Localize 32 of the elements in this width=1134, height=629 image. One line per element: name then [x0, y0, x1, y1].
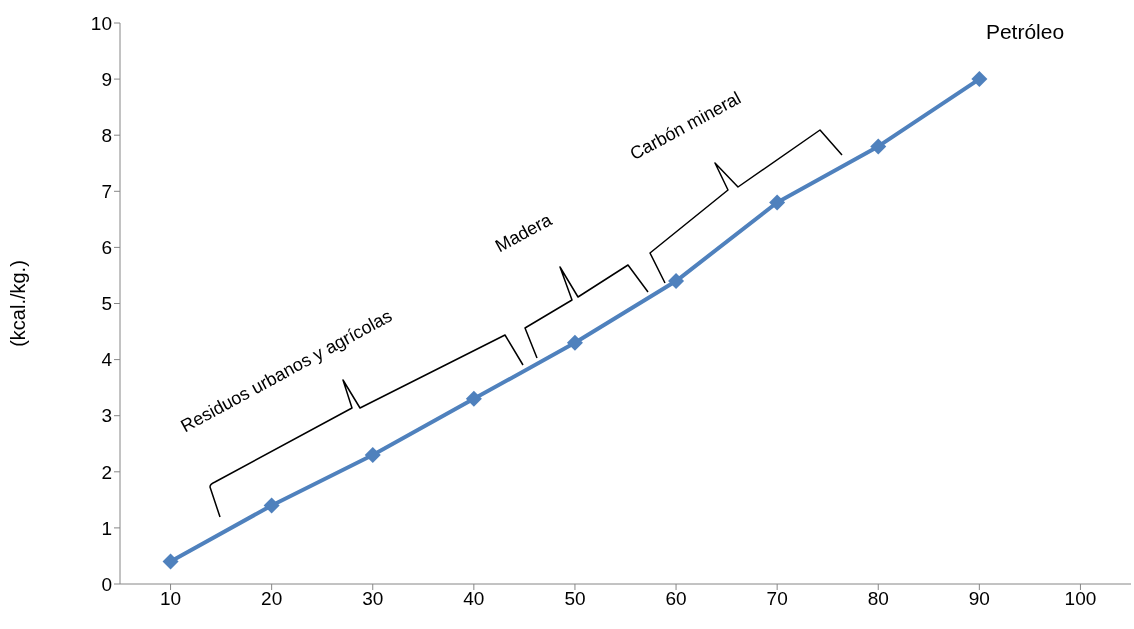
y-tick-label: 7 — [101, 181, 112, 203]
y-tick-label: 4 — [101, 349, 113, 371]
point — [971, 71, 988, 88]
point — [364, 446, 381, 463]
x-tick-label: 60 — [665, 588, 687, 610]
x-tick-label: 10 — [159, 588, 182, 610]
y-tick-label: 5 — [101, 293, 112, 315]
y-tick-label: 0 — [101, 573, 112, 595]
x-tick-label: 100 — [1064, 588, 1097, 610]
x-tick-label: 70 — [766, 588, 788, 610]
point — [870, 138, 887, 155]
point — [668, 273, 685, 290]
x-tick-label: 80 — [867, 588, 889, 610]
x-tick-label: 90 — [968, 588, 990, 610]
y-tick-label: 10 — [90, 12, 112, 34]
point — [465, 390, 482, 407]
y-tick-label: 2 — [101, 461, 112, 483]
x-tick-label: 40 — [463, 588, 485, 610]
x-tick-label: 30 — [362, 588, 384, 610]
point — [566, 334, 583, 351]
point — [769, 194, 786, 211]
x-tick-label: 50 — [564, 588, 586, 610]
annotation: Petróleo — [985, 19, 1065, 43]
y-tick-label: 8 — [101, 124, 112, 146]
y-tick-label: 9 — [101, 68, 112, 90]
y-axis-title: (kcal./kg.) — [7, 260, 30, 347]
y-tick-label: 1 — [101, 517, 112, 539]
point — [263, 497, 280, 514]
point — [162, 553, 179, 570]
x-tick-label: 20 — [261, 588, 283, 610]
y-tick-label: 6 — [101, 237, 112, 259]
y-tick-label: 3 — [101, 405, 112, 427]
